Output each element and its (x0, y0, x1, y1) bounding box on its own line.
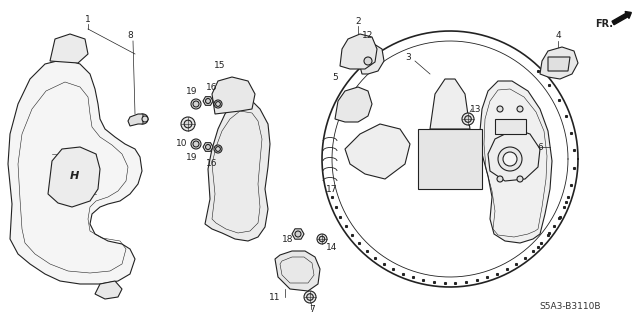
Polygon shape (50, 34, 88, 63)
Polygon shape (8, 59, 142, 284)
Polygon shape (358, 44, 384, 74)
Text: 4: 4 (555, 32, 561, 41)
Text: FR.: FR. (595, 19, 613, 29)
Polygon shape (203, 97, 213, 105)
Polygon shape (540, 47, 578, 79)
Circle shape (138, 114, 148, 124)
Text: 11: 11 (269, 293, 281, 301)
Circle shape (184, 120, 192, 128)
Polygon shape (335, 87, 372, 122)
Circle shape (205, 145, 211, 150)
Polygon shape (430, 79, 470, 129)
Circle shape (517, 176, 523, 182)
Text: H: H (69, 171, 79, 181)
Polygon shape (95, 281, 122, 299)
Circle shape (465, 116, 471, 122)
Polygon shape (128, 114, 143, 126)
Polygon shape (418, 129, 482, 189)
Polygon shape (495, 119, 526, 134)
Circle shape (193, 101, 199, 107)
Circle shape (364, 57, 372, 65)
Polygon shape (548, 57, 570, 71)
Text: 8: 8 (127, 32, 133, 41)
Polygon shape (480, 81, 552, 243)
Circle shape (193, 141, 199, 147)
Text: 14: 14 (326, 242, 338, 251)
Circle shape (295, 231, 301, 237)
Circle shape (317, 234, 327, 244)
Circle shape (517, 106, 523, 112)
Polygon shape (48, 147, 100, 207)
Circle shape (307, 294, 314, 300)
Polygon shape (292, 229, 304, 239)
Circle shape (497, 106, 503, 112)
Text: 15: 15 (214, 62, 226, 70)
Circle shape (142, 116, 148, 122)
Text: 6: 6 (537, 143, 543, 152)
Text: 2: 2 (355, 17, 361, 26)
Circle shape (216, 101, 220, 107)
Circle shape (462, 113, 474, 125)
Circle shape (205, 99, 211, 103)
Text: 3: 3 (405, 53, 411, 62)
Circle shape (181, 117, 195, 131)
Text: 16: 16 (206, 83, 218, 92)
Polygon shape (212, 77, 255, 114)
Circle shape (319, 236, 324, 242)
Circle shape (191, 99, 201, 109)
Circle shape (214, 100, 222, 108)
Circle shape (304, 291, 316, 303)
Text: 13: 13 (470, 105, 482, 114)
Text: 19: 19 (186, 152, 198, 161)
Text: 17: 17 (326, 184, 338, 194)
Circle shape (497, 176, 503, 182)
Text: 10: 10 (176, 139, 188, 149)
Polygon shape (340, 34, 377, 69)
Circle shape (191, 139, 201, 149)
Polygon shape (203, 143, 213, 151)
Text: 5: 5 (332, 72, 338, 81)
Polygon shape (488, 129, 540, 181)
Text: 1: 1 (85, 14, 91, 24)
FancyArrow shape (612, 11, 631, 25)
Circle shape (503, 152, 517, 166)
Text: 16: 16 (206, 160, 218, 168)
Text: 19: 19 (186, 86, 198, 95)
Polygon shape (275, 251, 320, 291)
Circle shape (214, 145, 222, 153)
Text: 7: 7 (309, 305, 315, 314)
Text: S5A3-B3110B: S5A3-B3110B (540, 302, 601, 311)
Circle shape (498, 147, 522, 171)
Polygon shape (205, 99, 270, 241)
Polygon shape (345, 124, 410, 179)
Circle shape (216, 147, 220, 152)
Text: 12: 12 (362, 32, 374, 41)
Text: 18: 18 (282, 234, 294, 243)
